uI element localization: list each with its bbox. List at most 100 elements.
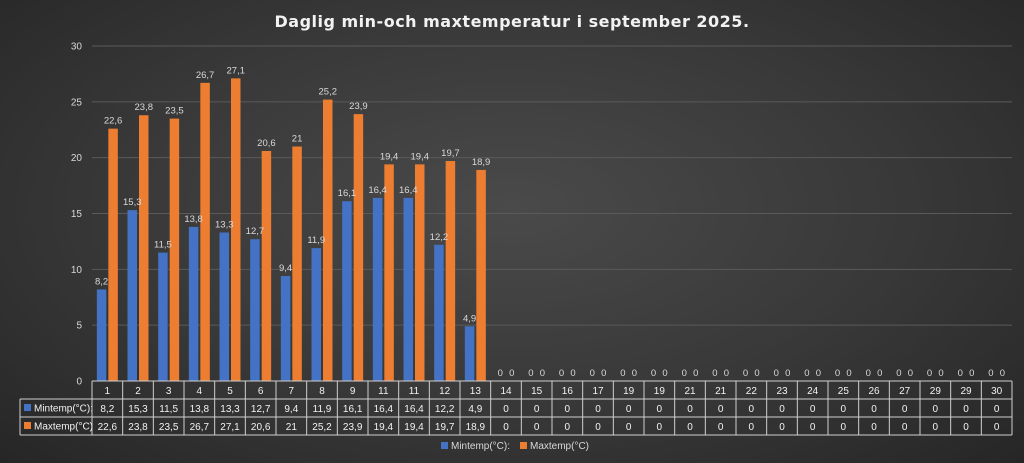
table-cell: 0 xyxy=(503,404,509,415)
category-label: 12 xyxy=(439,386,451,397)
max-bar xyxy=(445,161,456,381)
category-label: 29 xyxy=(960,386,972,397)
table-cell: 12,7 xyxy=(251,404,271,415)
table-cell: 4,9 xyxy=(468,404,482,415)
category-label: 14 xyxy=(500,386,512,397)
data-label: 0 xyxy=(988,368,993,379)
legend-swatch xyxy=(441,442,448,449)
data-label: 23,5 xyxy=(165,106,184,117)
min-bar xyxy=(311,248,321,381)
category-label: 16 xyxy=(562,386,574,397)
data-label: 27,1 xyxy=(227,65,246,76)
data-label: 21 xyxy=(292,134,303,145)
table-cell: 23,8 xyxy=(128,422,148,433)
data-label: 0 xyxy=(804,368,809,379)
category-label: 11 xyxy=(409,386,420,397)
category-label: 4 xyxy=(197,386,203,397)
data-label: 0 xyxy=(712,368,717,379)
table-cell: 0 xyxy=(534,422,540,433)
legend-swatch xyxy=(520,442,527,449)
y-tick-label: 25 xyxy=(71,97,83,108)
table-cell: 0 xyxy=(779,404,785,415)
data-label: 13,3 xyxy=(215,219,234,230)
min-bar xyxy=(250,239,260,381)
data-label: 0 xyxy=(908,368,913,379)
table-cell: 16,1 xyxy=(343,404,363,415)
min-bar xyxy=(403,197,413,381)
max-bar xyxy=(384,164,394,381)
table-cell: 0 xyxy=(871,404,877,415)
data-label: 0 xyxy=(927,368,932,379)
data-label: 0 xyxy=(632,368,637,379)
table-cell: 0 xyxy=(565,404,571,415)
table-cell: 11,5 xyxy=(159,404,178,415)
category-label: 19 xyxy=(623,386,635,397)
data-label: 23,9 xyxy=(349,101,368,112)
data-label: 23,8 xyxy=(135,102,154,113)
y-tick-label: 10 xyxy=(71,265,83,276)
table-cell: 0 xyxy=(933,422,939,433)
data-label: 0 xyxy=(958,368,963,379)
min-bar xyxy=(188,226,199,381)
table-cell: 0 xyxy=(626,404,632,415)
max-bar xyxy=(139,115,149,381)
bars xyxy=(96,78,486,381)
table-cell: 0 xyxy=(718,422,724,433)
table-cell: 18,9 xyxy=(466,422,486,433)
table-cell: 0 xyxy=(718,404,724,415)
data-table: 1 2 3 4 5 6 7 8 9 11 11 12 13 14 15 16 17 19 19 21 21 22 23 24 2… xyxy=(19,380,1013,436)
data-label: 0 xyxy=(1000,368,1005,379)
table-cell: 21 xyxy=(286,422,298,433)
data-label: 15,3 xyxy=(123,197,142,208)
y-axis: 0 5 10 15 20 25 30 xyxy=(71,42,83,388)
min-bar xyxy=(280,276,291,381)
category-label: 9 xyxy=(350,386,356,397)
data-label: 0 xyxy=(743,368,748,379)
data-label: 0 xyxy=(498,368,503,379)
data-label: 16,4 xyxy=(368,185,387,196)
table-cell: 23,9 xyxy=(343,422,363,433)
data-label: 4,9 xyxy=(463,313,476,324)
min-bar xyxy=(158,252,168,381)
data-label: 0 xyxy=(559,368,564,379)
data-label: 0 xyxy=(835,368,840,379)
category-label: 11 xyxy=(378,386,389,397)
max-bar xyxy=(353,114,364,381)
table-cell: 0 xyxy=(626,422,632,433)
table-cell: 0 xyxy=(902,422,908,433)
category-label: 21 xyxy=(684,386,696,397)
table-cell: 0 xyxy=(595,422,601,433)
table-cell: 0 xyxy=(503,422,509,433)
data-labels: 8,2 15,3 11,5 13,8 13,3 12,7 9,4 11,9 16,1 16,4 16… xyxy=(95,65,1005,379)
table-cell: 25,2 xyxy=(312,422,332,433)
min-bar xyxy=(127,210,137,381)
data-label: 0 xyxy=(816,368,821,379)
table-cell: 0 xyxy=(595,404,601,415)
y-tick-label: 5 xyxy=(76,321,82,332)
table-cell: 0 xyxy=(810,422,816,433)
category-label: 29 xyxy=(930,386,942,397)
table-legend-key xyxy=(24,422,31,429)
category-label: 15 xyxy=(531,386,543,397)
data-label: 19,4 xyxy=(380,151,399,162)
data-label: 0 xyxy=(540,368,545,379)
min-bar xyxy=(96,289,107,381)
data-label: 0 xyxy=(938,368,943,379)
data-label: 0 xyxy=(754,368,759,379)
table-cell: 0 xyxy=(657,422,663,433)
table-cell: 0 xyxy=(841,422,847,433)
table-cell: 23,5 xyxy=(159,422,179,433)
data-label: 16,1 xyxy=(338,188,357,199)
table-cell: 19,4 xyxy=(404,422,424,433)
max-bar xyxy=(261,150,272,381)
data-label: 16,4 xyxy=(399,185,418,196)
category-label: 23 xyxy=(776,386,788,397)
data-label: 12,7 xyxy=(246,226,265,237)
table-cell: 0 xyxy=(749,404,755,415)
min-bar xyxy=(372,197,383,381)
category-label: 3 xyxy=(166,386,172,397)
table-cell: 13,3 xyxy=(220,404,240,415)
data-label: 0 xyxy=(682,368,687,379)
data-label: 0 xyxy=(651,368,656,379)
